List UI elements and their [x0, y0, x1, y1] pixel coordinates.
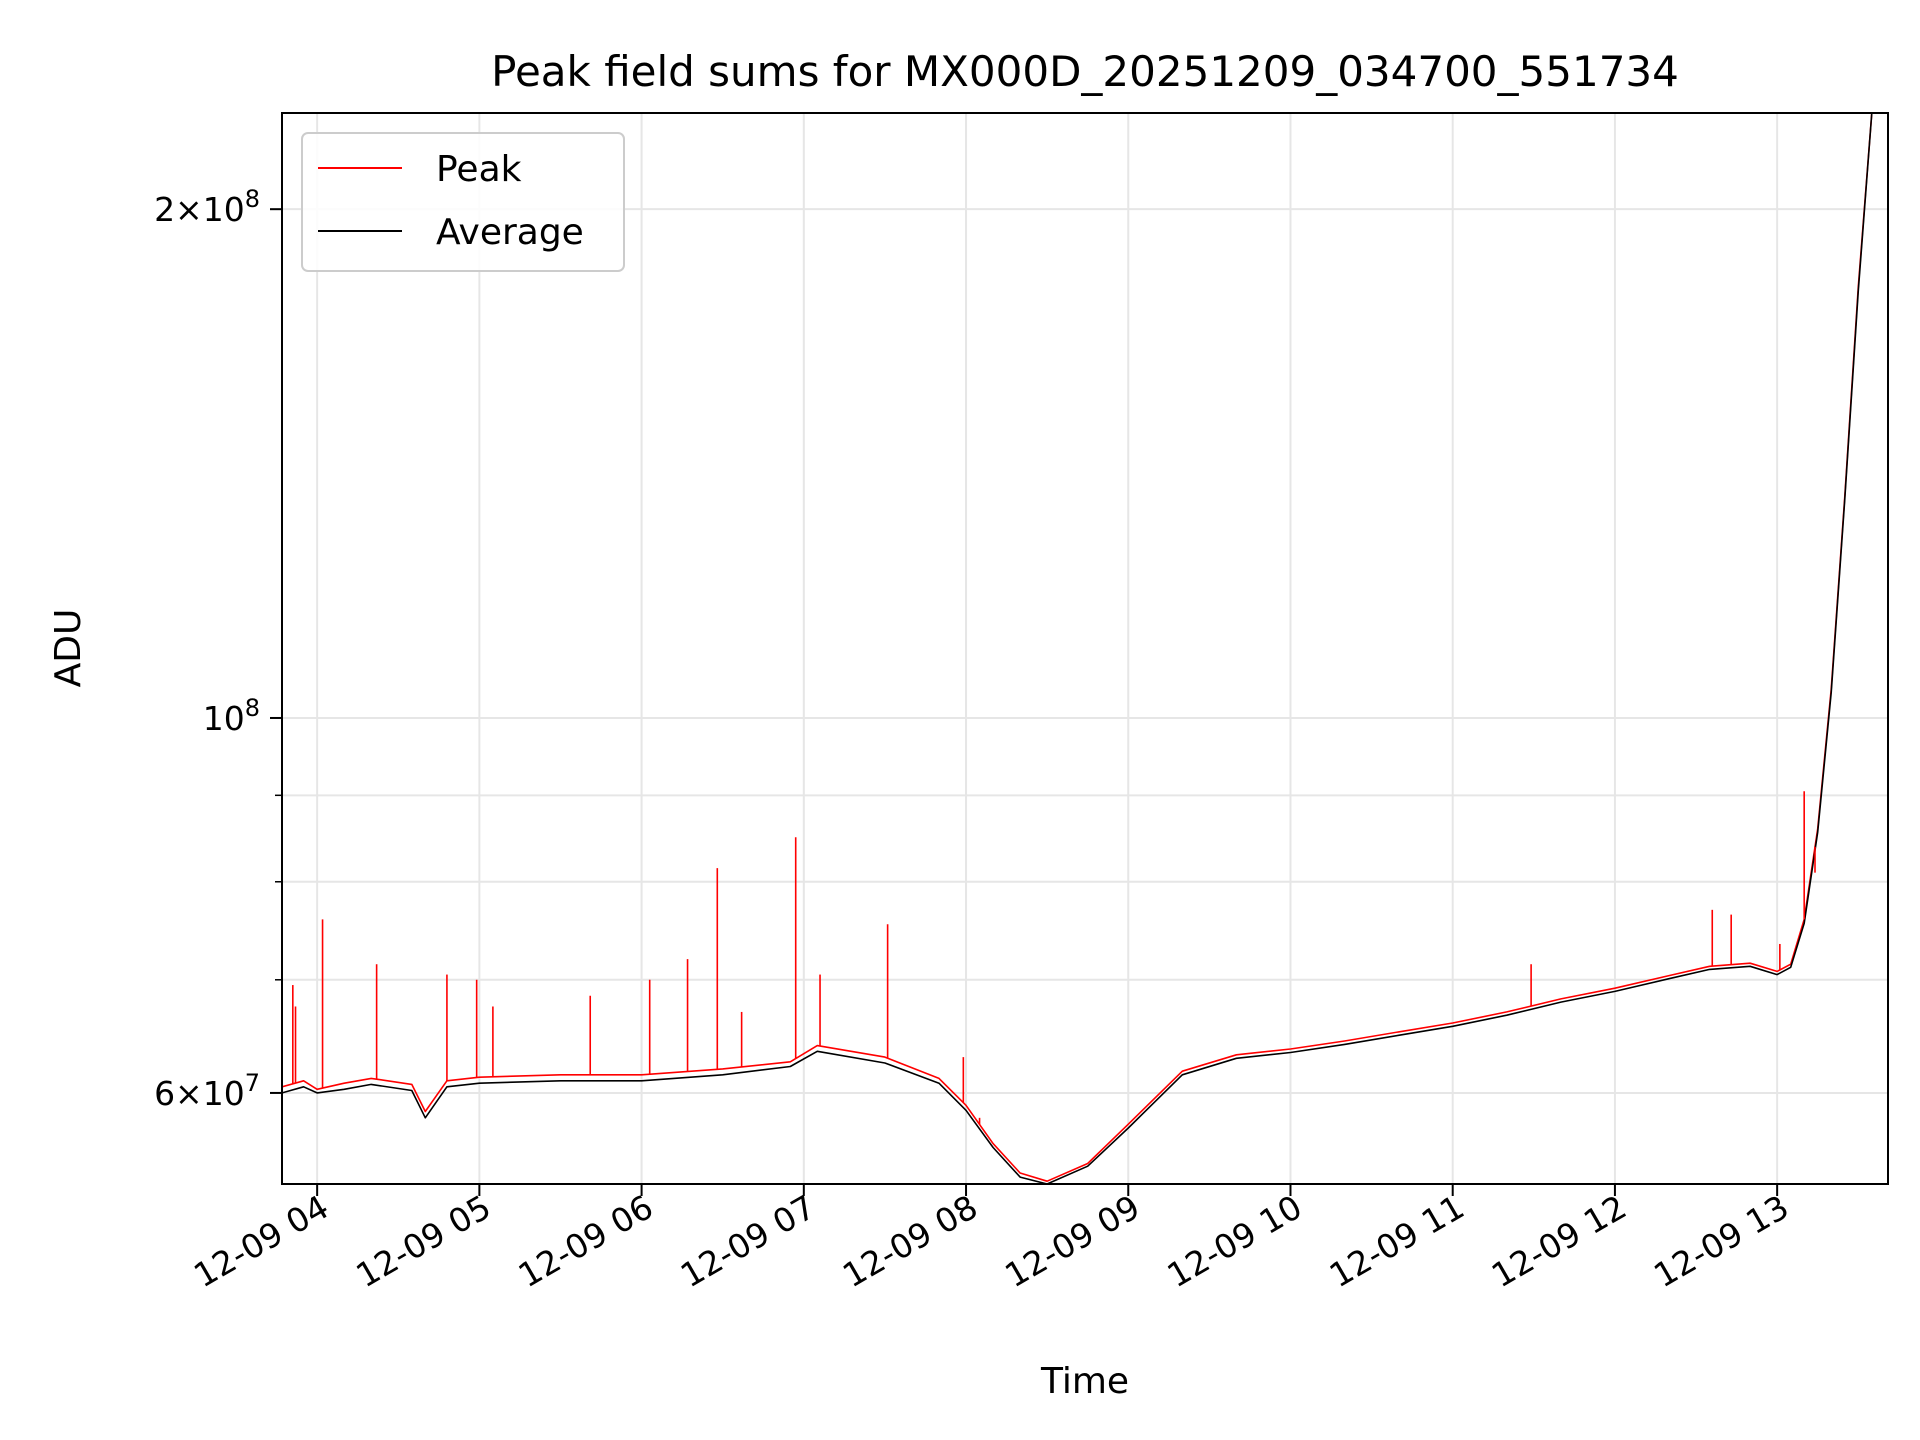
- x-tick-label: 12-09 06: [512, 1187, 660, 1295]
- x-tick-label: 12-09 10: [1160, 1187, 1308, 1295]
- x-axis-ticks: 12-09 04 12-09 05 12-09 06 12-09 07 12-09 08…: [187, 1184, 1795, 1295]
- y-tick-label: 108: [203, 694, 260, 738]
- x-tick-label: 12-09 04: [187, 1187, 335, 1295]
- x-tick-label: 12-09 08: [836, 1187, 984, 1295]
- x-tick-label: 12-09 12: [1485, 1187, 1633, 1295]
- legend: Peak Average: [301, 132, 625, 272]
- y-axis-ticks: 6×107 108 2×108: [154, 185, 282, 1113]
- x-tick-label: 12-09 05: [349, 1187, 497, 1295]
- x-tick-label: 12-09 11: [1323, 1187, 1471, 1295]
- grid: [282, 113, 1888, 1184]
- x-tick-label: 12-09 07: [674, 1187, 822, 1295]
- y-tick-label: 2×108: [154, 185, 260, 229]
- plot-frame: [281, 112, 1889, 1185]
- series-layer: [282, 113, 1873, 1184]
- legend-peak-label: Peak: [436, 149, 522, 190]
- chart-title: Peak field sums for MX000D_20251209_0347…: [491, 47, 1679, 96]
- x-axis-label: Time: [1040, 1361, 1129, 1402]
- y-axis-label: ADU: [48, 609, 89, 688]
- y-tick-label: 6×107: [154, 1069, 260, 1113]
- x-tick-label: 12-09 09: [998, 1187, 1146, 1295]
- x-tick-label: 12-09 13: [1647, 1187, 1795, 1295]
- series-line-average: [282, 113, 1873, 1184]
- legend-average-label: Average: [436, 212, 584, 253]
- series-line-peak: [282, 113, 1873, 1182]
